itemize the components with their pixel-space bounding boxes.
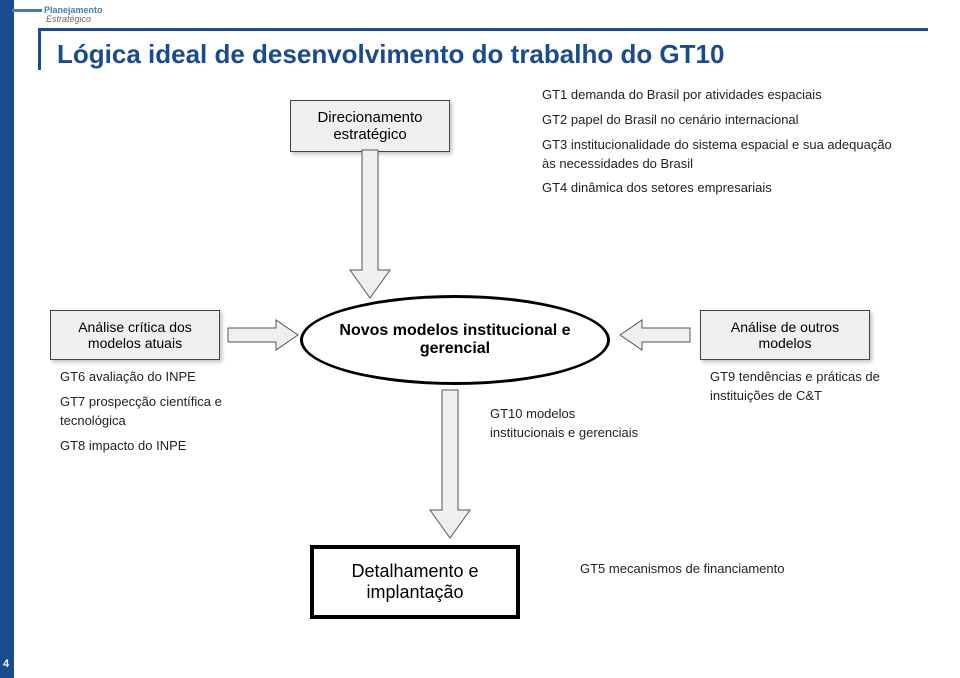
- item-gt1: GT1 demanda do Brasil por atividades esp…: [542, 86, 902, 105]
- arrow-down-to-ellipse: [350, 150, 390, 300]
- item-gt9: GT9 tendências e práticas de instituiçõe…: [710, 368, 920, 406]
- item-gt5: GT5 mecanismos de financiamento: [580, 560, 800, 579]
- item-gt3: GT3 institucionalidade do sistema espaci…: [542, 136, 902, 174]
- ellipse-label: Novos modelos institucional e gerencial: [321, 322, 589, 358]
- box-direcionamento: Direcionamento estratégico: [290, 100, 450, 152]
- logo: Planejamento Estratégico: [12, 6, 103, 24]
- analise-outros-title: Análise de outros modelos: [731, 319, 839, 351]
- title-frame: Lógica ideal de desenvolvimento do traba…: [38, 28, 928, 70]
- arrow-left-to-ellipse: [228, 320, 298, 350]
- item-gt7: GT7 prospecção científica e tecnológica: [60, 393, 250, 431]
- item-gt4: GT4 dinâmica dos setores empresariais: [542, 179, 902, 198]
- ellipse-novos-modelos: Novos modelos institucional e gerencial: [300, 295, 610, 385]
- left-list: GT6 avaliação do INPE GT7 prospecção cie…: [60, 368, 250, 461]
- box-analise-outros: Análise de outros modelos: [700, 310, 870, 360]
- item-gt6: GT6 avaliação do INPE: [60, 368, 250, 387]
- page-title: Lógica ideal de desenvolvimento do traba…: [57, 39, 928, 70]
- box-detalhamento: Detalhamento e implantação: [310, 545, 520, 619]
- detalhamento-label: Detalhamento e implantação: [351, 561, 478, 602]
- top-list: GT1 demanda do Brasil por atividades esp…: [542, 86, 902, 204]
- right-list: GT9 tendências e práticas de instituiçõe…: [710, 368, 920, 412]
- analise-critica-title: Análise crítica dos modelos atuais: [78, 319, 192, 351]
- item-gt2: GT2 papel do Brasil no cenário internaci…: [542, 111, 902, 130]
- arrow-down-to-detalhamento: [430, 390, 470, 540]
- page-number: 4: [3, 658, 9, 670]
- item-gt8: GT8 impacto do INPE: [60, 437, 250, 456]
- arrow-right-to-ellipse: [620, 320, 690, 350]
- item-gt10: GT10 modelos institucionais e gerenciais: [490, 405, 640, 443]
- box-analise-critica: Análise crítica dos modelos atuais: [50, 310, 220, 360]
- left-stripe-decoration: 4: [0, 0, 14, 678]
